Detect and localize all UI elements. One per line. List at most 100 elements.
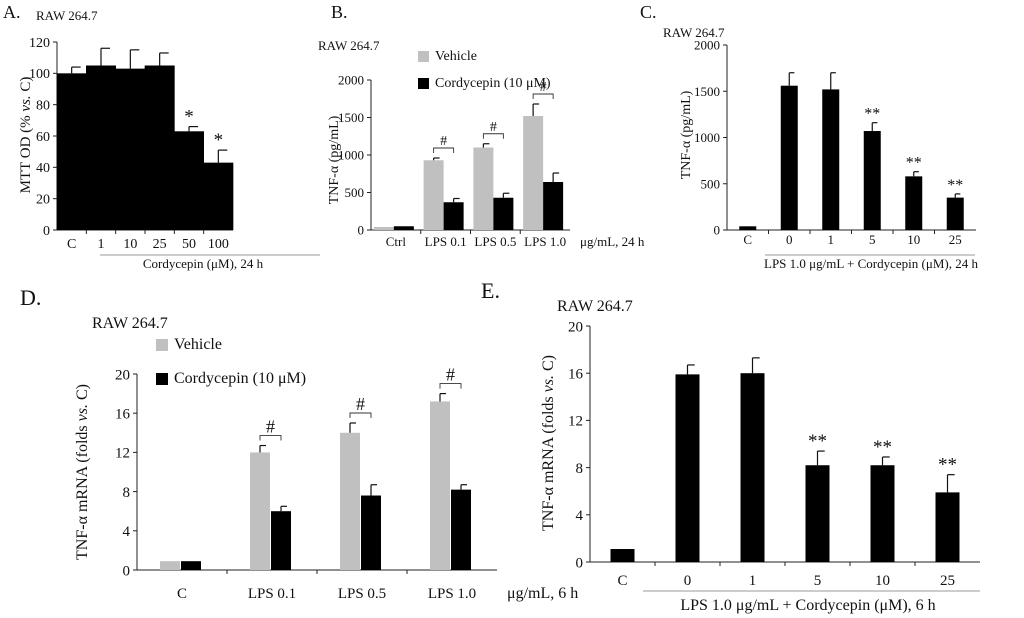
panel-label: B. [331, 2, 348, 22]
bar [935, 492, 960, 562]
bar [115, 68, 146, 230]
bar [675, 374, 700, 562]
chart-panel-e: E. RAW 264.7 0 4 8 12 16 20 TNF-α mRNA (folds vs… [481, 278, 980, 614]
y-tick-label: 4 [576, 508, 584, 524]
bar [493, 197, 514, 230]
x-tick-label: 25 [153, 237, 167, 252]
x-tick-label: C [177, 586, 187, 602]
x-tick-label: LPS 0.1 [248, 586, 296, 602]
y-tick-label: 1000 [338, 148, 364, 163]
y-axis-label: MTT OD (% vs. C) [18, 77, 34, 194]
y-tick-label: 1000 [694, 130, 720, 145]
x-tick-label: 1 [828, 232, 835, 247]
y-axis-label-part: vs. [74, 404, 91, 421]
bar [373, 227, 394, 230]
y-tick-label: 0 [576, 555, 584, 571]
significance-marker: ** [947, 177, 963, 194]
significance-marker: # [440, 134, 447, 149]
y-tick-label: 0 [358, 223, 365, 238]
cell-line-label: RAW 264.7 [557, 298, 633, 315]
significance-bracket [532, 93, 554, 99]
y-axis-label-part: TNF-α (pg/mL) [327, 115, 342, 204]
y-axis-label-part: C) [540, 355, 557, 375]
legend-swatch [418, 78, 429, 89]
significance-bracket [439, 383, 462, 389]
bar [430, 401, 450, 570]
y-axis-label-part: C) [74, 384, 91, 404]
x-tick-label: LPS 0.5 [474, 234, 516, 249]
y-tick-label: 100 [29, 67, 50, 82]
y-axis-label-part: vs. [18, 95, 34, 111]
significance-marker: ** [938, 455, 957, 476]
cell-line-label: RAW 264.7 [663, 25, 725, 40]
bar [740, 373, 765, 562]
bar [203, 162, 234, 230]
bar [543, 182, 564, 230]
significance-marker: * [214, 130, 224, 151]
x-group-label: LPS 1.0 μg/mL + Cordycepin (μM), 6 h [680, 597, 935, 614]
legend-swatch [418, 51, 429, 62]
x-tick-label: 0 [786, 232, 793, 247]
x-tick-label: 25 [940, 573, 955, 589]
chart-panel-b: B. RAW 264.7 0 500 1000 1500 2000 TNF-α (pg/mL)… [318, 2, 645, 249]
x-tick-label: 1 [749, 573, 757, 589]
y-tick-label: 0 [714, 223, 721, 238]
y-tick-label: 4 [123, 524, 131, 540]
legend-label: Vehicle [174, 336, 222, 353]
y-tick-label: 1500 [338, 110, 364, 125]
bar [393, 226, 414, 230]
bar [946, 197, 964, 230]
y-tick-label: 8 [576, 461, 584, 477]
bar [271, 511, 291, 570]
bar [905, 176, 923, 230]
bar [443, 202, 464, 230]
significance-bracket [259, 435, 282, 441]
x-tick-label: LPS 1.0 [524, 234, 566, 249]
y-tick-label: 20 [36, 193, 50, 208]
bar [174, 131, 204, 230]
panel-label: D. [20, 285, 41, 310]
x-unit-label: μg/mL, 6 h [507, 585, 578, 602]
x-unit-label: μg/mL, 24 h [580, 234, 645, 249]
y-axis-label: TNF-α mRNA (folds vs. C) [74, 384, 91, 560]
chart-panel-c: C. RAW 264.7 0 500 1000 1500 2000 TNF-α (pg/mL)… [640, 2, 978, 271]
cell-line-label: RAW 264.7 [36, 8, 98, 23]
panel-label: A. [3, 2, 21, 22]
y-axis-label-part: TNF-α mRNA (folds [74, 421, 91, 560]
bar [610, 549, 635, 562]
y-tick-label: 0 [123, 563, 131, 579]
x-tick-label: C [617, 573, 627, 589]
x-tick-label: C [67, 237, 76, 252]
bar [361, 495, 381, 570]
y-tick-label: 1500 [694, 84, 720, 99]
x-tick-label: 100 [208, 237, 229, 252]
y-tick-label: 8 [123, 485, 131, 501]
significance-marker: # [490, 120, 497, 135]
x-tick-label: 10 [123, 237, 137, 252]
significance-marker: # [446, 365, 455, 385]
panel-label: C. [640, 2, 657, 22]
y-tick-label: 16 [568, 366, 584, 382]
significance-marker: ** [906, 155, 922, 172]
chart-panel-d: D. RAW 264.7 0 4 8 12 16 20 TNF-α mRNA (folds vs… [20, 285, 578, 602]
legend-label: Cordycepin (10 μM) [174, 370, 306, 387]
x-tick-label: LPS 0.5 [338, 586, 386, 602]
significance-marker: # [540, 80, 547, 95]
x-tick-label: 1 [98, 237, 105, 252]
bar [451, 489, 471, 570]
bar [863, 131, 881, 230]
bar [805, 465, 830, 562]
y-tick-label: 20 [568, 319, 583, 335]
significance-bracket [349, 412, 372, 418]
y-tick-label: 500 [345, 185, 365, 200]
chart-panel-a: A. RAW 264.7 0 20 40 60 80 100 120 MTT OD (% vs. … [3, 2, 320, 271]
y-axis-label: TNF-α mRNA (folds vs. C) [540, 355, 557, 531]
x-tick-label: LPS 0.1 [425, 234, 467, 249]
x-tick-label: C [743, 232, 752, 247]
bar [56, 73, 87, 230]
y-axis-label-part: MTT OD (% [18, 112, 34, 194]
y-tick-label: 20 [115, 367, 130, 383]
y-axis-label: TNF-α (pg/mL) [679, 90, 694, 179]
x-group-label: LPS 1.0 μg/mL + Cordycepin (μM), 24 h [764, 256, 978, 271]
